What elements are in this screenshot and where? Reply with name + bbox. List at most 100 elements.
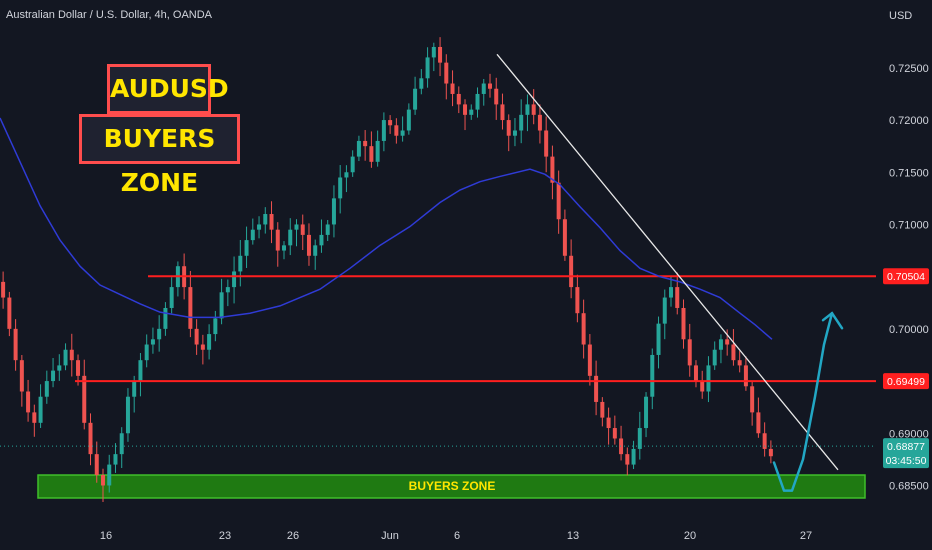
candle-body [625,454,630,465]
x-tick-label: Jun [381,530,399,542]
candle-body [693,365,698,382]
candle-body [344,172,349,178]
x-tick-label: 16 [100,530,112,542]
candle-body [725,339,730,345]
support-zone [37,474,866,499]
candle-body [456,93,461,105]
price-label-text: 0.70504 [887,271,925,283]
candle-body [7,297,12,329]
candle-body [325,224,330,235]
candle-body [537,114,542,131]
candle-body [562,219,567,256]
candle-body [388,120,393,126]
candle-body [450,83,455,94]
candle-body [706,365,711,392]
candle-body [125,396,130,434]
candle-body [94,454,99,476]
projection-arrowhead [821,311,844,330]
candle-body [525,104,530,115]
x-tick-label: 20 [684,530,696,542]
candle-body [700,381,705,392]
candle-body [269,214,274,230]
candle-body [556,182,561,220]
candle-body [587,344,592,376]
candle-body [381,120,386,141]
y-tick-label: 0.69000 [889,428,929,440]
x-tick-label: 26 [287,530,299,542]
candle-body [26,391,31,413]
price-label-box [883,373,929,390]
axis-unit: USD [889,10,912,22]
price-axis[interactable]: USD0.685000.690000.695000.700000.705000.… [889,10,929,492]
x-tick-label: 27 [800,530,812,542]
candle-body [363,140,368,147]
candle-body [275,229,280,251]
candle-body [369,146,374,162]
candle-body [519,114,524,131]
candle-body [63,349,68,366]
candle-body [150,339,155,345]
y-tick-label: 0.68500 [889,480,929,492]
candle-body [313,245,318,256]
candle-body [238,255,243,272]
price-label-box [883,438,929,469]
candle-body [213,318,218,335]
candle-body [481,83,486,94]
price-label-text: 0.69499 [887,376,925,388]
y-tick-label: 0.70000 [889,324,929,336]
moving-average [0,117,773,340]
candle-body [531,104,536,115]
candle-body [132,381,137,397]
candle-body [113,454,118,465]
candle-body [619,438,624,455]
candle-body [712,349,717,366]
projection-path [772,311,834,492]
candle-body [394,125,399,136]
price-label-countdown: 03:45:50 [886,455,927,467]
price-label-text: 0.68877 [887,441,925,453]
candle-body [194,328,199,345]
candle-body [612,428,617,439]
candle-body [500,104,505,121]
candle-body [338,177,343,199]
x-tick-label: 13 [567,530,579,542]
candle-body [69,349,74,361]
candle-body [51,370,56,382]
candle-body [637,428,642,449]
candle-body [737,360,742,366]
candle-body [669,287,674,298]
title-tag-audusd: AUDUSD [107,64,229,114]
candle-body [487,83,492,89]
x-tick-label: 6 [454,530,460,542]
candle-body [82,375,87,423]
candle-body [263,214,268,225]
candle-body [575,287,580,314]
candle-body [406,109,411,131]
candle-body [438,46,443,63]
candle-series [1,37,773,502]
candle-body [163,307,168,329]
candle-body [731,344,736,361]
price-labels: 0.70504 0.69499 0.68877 03:45:50 [883,268,929,469]
symbol-title[interactable]: Australian Dollar / U.S. Dollar, 4h, OAN… [6,9,213,21]
candle-body [138,360,143,382]
candle-body [600,401,605,418]
candle-body [413,88,418,110]
candle-body [225,287,230,293]
candle-body [644,396,649,429]
candle-body [57,365,62,371]
candle-body [662,297,667,324]
candle-body [631,448,636,465]
candle-body [119,433,124,455]
time-axis[interactable]: 16 23 26 Jun 6 13 20 27 [100,530,812,542]
candle-body [300,224,305,235]
candle-body [257,224,262,230]
candle-body [44,381,49,397]
y-tick-label: 0.72000 [889,115,929,127]
candle-body [743,365,748,387]
candle-body [675,287,680,308]
candle-body [306,234,311,256]
y-tick-label: 0.71000 [889,219,929,231]
y-tick-label: 0.71500 [889,167,929,179]
